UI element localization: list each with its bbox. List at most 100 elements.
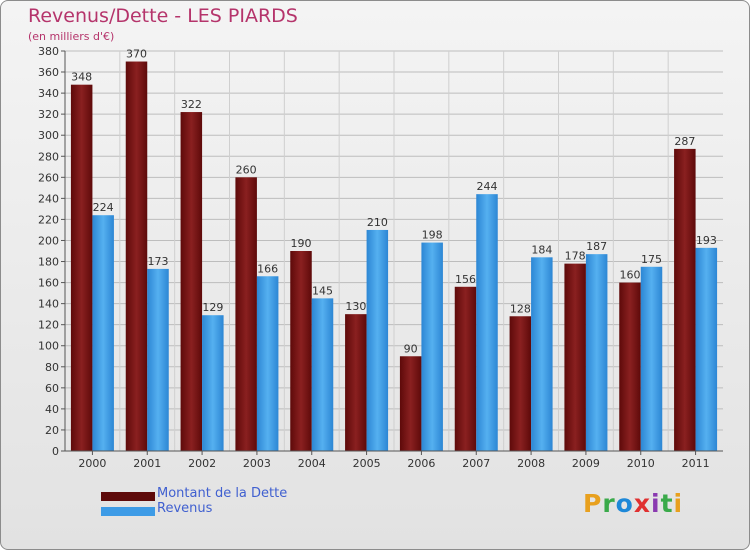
- y-tick-label: 140: [38, 298, 59, 311]
- y-tick-label: 20: [45, 424, 59, 437]
- bar-dette-2000: [70, 84, 93, 452]
- y-tick-label: 60: [45, 382, 59, 395]
- logo-letter: i: [673, 489, 684, 518]
- legend-swatch-dette: [101, 492, 155, 501]
- y-tick-label: 180: [38, 256, 59, 269]
- x-tick-label: 2006: [407, 457, 435, 470]
- x-tick-label: 2004: [298, 457, 326, 470]
- bar-revenus-2006: [421, 242, 443, 451]
- bar-dette-2010: [619, 282, 641, 451]
- data-label: 129: [202, 301, 223, 314]
- data-label: 287: [674, 135, 695, 148]
- bar-dette-2006: [399, 356, 422, 451]
- logo-letter: o: [615, 489, 634, 518]
- x-tick-label: 2003: [243, 457, 271, 470]
- grid-lines: [65, 50, 723, 452]
- x-tick-label: 2008: [517, 457, 545, 470]
- bar-dette-2004: [290, 251, 312, 451]
- x-tick-label: 2010: [627, 457, 655, 470]
- chart-title: Revenus/Dette - LES PIARDS: [28, 5, 298, 27]
- logo-letter: t: [660, 489, 674, 518]
- bar-revenus-2005: [366, 229, 389, 451]
- bar-revenus-2001: [147, 268, 169, 451]
- data-label: 244: [477, 180, 498, 193]
- data-label: 210: [367, 216, 388, 229]
- data-label: 128: [510, 302, 531, 315]
- y-tick-label: 320: [38, 108, 59, 121]
- x-tick-label: 2009: [572, 457, 600, 470]
- bar-dette-2001: [125, 61, 148, 452]
- data-label: 184: [531, 243, 552, 256]
- bar-revenus-2003: [256, 276, 279, 451]
- data-label: 260: [236, 163, 257, 176]
- legend-label-revenus: Revenus: [157, 501, 213, 516]
- y-tick-label: 260: [38, 171, 59, 184]
- bar-revenus-2000: [92, 215, 114, 451]
- data-label: 160: [620, 269, 641, 282]
- bar-revenus-2004: [311, 298, 334, 451]
- bar-revenus-2008: [531, 257, 553, 451]
- data-label: 190: [291, 237, 312, 250]
- bar-dette-2003: [235, 177, 257, 451]
- x-tick-label: 2011: [682, 457, 710, 470]
- bar-revenus-2009: [585, 254, 608, 451]
- y-tick-label: 120: [38, 319, 59, 332]
- bar-chart: 348 224 370 173 322 129 260 166 190 145 130 210 90 19…: [38, 45, 723, 470]
- y-tick-label: 200: [38, 234, 59, 247]
- y-tick-label: 80: [45, 361, 59, 374]
- logo-letter: r: [602, 489, 616, 518]
- data-label: 166: [257, 262, 278, 275]
- data-label: 224: [93, 201, 114, 214]
- bar-dette-2005: [345, 314, 367, 451]
- proxiti-logo: Proxiti: [583, 489, 683, 518]
- axes: 0 20 40 60 80 100 120 140 160 180 200 220 240 260 280 3…: [38, 45, 723, 470]
- logo-letter: x: [633, 489, 651, 518]
- logo-letter: P: [583, 489, 603, 518]
- bar-dette-2009: [564, 263, 586, 451]
- bar-revenus-2007: [476, 194, 498, 451]
- y-tick-label: 300: [38, 129, 59, 142]
- x-tick-label: 2005: [353, 457, 381, 470]
- x-tick-label: 2007: [462, 457, 490, 470]
- y-tick-label: 0: [52, 445, 59, 458]
- y-tick-label: 240: [38, 192, 59, 205]
- bar-dette-2002: [180, 112, 203, 451]
- logo-letter: i: [651, 489, 661, 518]
- data-label: 173: [148, 255, 169, 268]
- x-tick-label: 2002: [188, 457, 216, 470]
- data-label: 130: [345, 300, 366, 313]
- data-label: 90: [404, 342, 418, 355]
- y-tick-label: 100: [38, 340, 59, 353]
- data-label: 175: [641, 253, 662, 266]
- x-tick-label: 2000: [78, 457, 106, 470]
- data-label: 193: [696, 234, 717, 247]
- data-labels: 348 224 370 173 322 129 260 166 190 145 130 210 90 19…: [71, 48, 717, 356]
- data-label: 370: [126, 48, 147, 61]
- x-tick-label: 2001: [133, 457, 161, 470]
- data-label: 322: [181, 98, 202, 111]
- legend-label-dette: Montant de la Dette: [157, 486, 288, 501]
- bar-revenus-2011: [695, 247, 718, 451]
- bars: [70, 61, 718, 452]
- data-label: 348: [71, 71, 92, 84]
- y-tick-label: 220: [38, 213, 59, 226]
- data-label: 187: [586, 240, 607, 253]
- y-tick-label: 160: [38, 277, 59, 290]
- bar-revenus-2010: [640, 266, 663, 451]
- bar-dette-2011: [674, 148, 696, 452]
- y-tick-label: 340: [38, 87, 59, 100]
- data-label: 178: [565, 250, 586, 263]
- y-tick-label: 380: [38, 45, 59, 58]
- data-label: 198: [422, 229, 443, 242]
- bar-revenus-2002: [202, 315, 224, 451]
- y-tick-label: 360: [38, 66, 59, 79]
- bar-dette-2008: [509, 316, 532, 451]
- data-label: 145: [312, 284, 333, 297]
- legend-swatch-revenus: [101, 507, 155, 516]
- chart-subtitle: (en milliers d'€): [28, 30, 115, 43]
- y-tick-label: 280: [38, 150, 59, 163]
- bar-dette-2007: [454, 286, 477, 451]
- data-label: 156: [455, 273, 476, 286]
- y-tick-label: 40: [45, 403, 59, 416]
